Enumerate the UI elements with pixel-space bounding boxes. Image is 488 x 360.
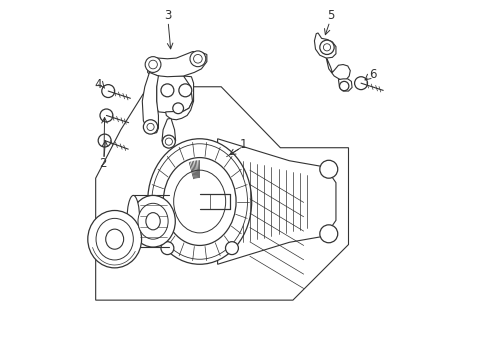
Ellipse shape <box>126 195 140 247</box>
Polygon shape <box>147 51 206 77</box>
Ellipse shape <box>138 203 168 239</box>
Circle shape <box>100 109 113 122</box>
Ellipse shape <box>147 139 251 264</box>
Text: 5: 5 <box>326 9 334 22</box>
Circle shape <box>161 84 174 97</box>
Circle shape <box>225 242 238 255</box>
Polygon shape <box>165 76 193 120</box>
Ellipse shape <box>96 219 133 260</box>
Text: 4: 4 <box>95 78 102 91</box>
Text: 3: 3 <box>163 9 171 22</box>
Ellipse shape <box>148 60 157 69</box>
Circle shape <box>161 242 174 255</box>
Circle shape <box>319 160 337 178</box>
Circle shape <box>323 44 330 51</box>
Text: 1: 1 <box>239 138 246 151</box>
Ellipse shape <box>145 213 160 230</box>
Text: 6: 6 <box>368 68 376 81</box>
Ellipse shape <box>88 211 142 268</box>
Circle shape <box>98 134 111 147</box>
Circle shape <box>147 123 154 131</box>
Circle shape <box>172 103 183 114</box>
Ellipse shape <box>163 158 236 246</box>
Ellipse shape <box>193 54 202 63</box>
Circle shape <box>143 120 158 134</box>
Polygon shape <box>314 33 335 58</box>
Polygon shape <box>96 87 348 300</box>
Polygon shape <box>142 72 158 134</box>
Ellipse shape <box>145 57 161 72</box>
Polygon shape <box>217 139 335 264</box>
Circle shape <box>339 81 348 91</box>
Polygon shape <box>156 75 192 113</box>
Circle shape <box>162 135 175 148</box>
Ellipse shape <box>190 51 205 67</box>
Ellipse shape <box>152 144 247 259</box>
Text: 2: 2 <box>99 157 106 170</box>
Polygon shape <box>325 58 349 80</box>
Ellipse shape <box>105 229 123 249</box>
Circle shape <box>319 225 337 243</box>
Ellipse shape <box>131 195 175 247</box>
Polygon shape <box>162 118 175 148</box>
Ellipse shape <box>173 170 225 233</box>
Circle shape <box>354 77 367 90</box>
Circle shape <box>165 138 172 145</box>
Circle shape <box>319 40 333 54</box>
Circle shape <box>102 85 115 98</box>
Polygon shape <box>338 79 351 91</box>
Circle shape <box>179 84 191 97</box>
